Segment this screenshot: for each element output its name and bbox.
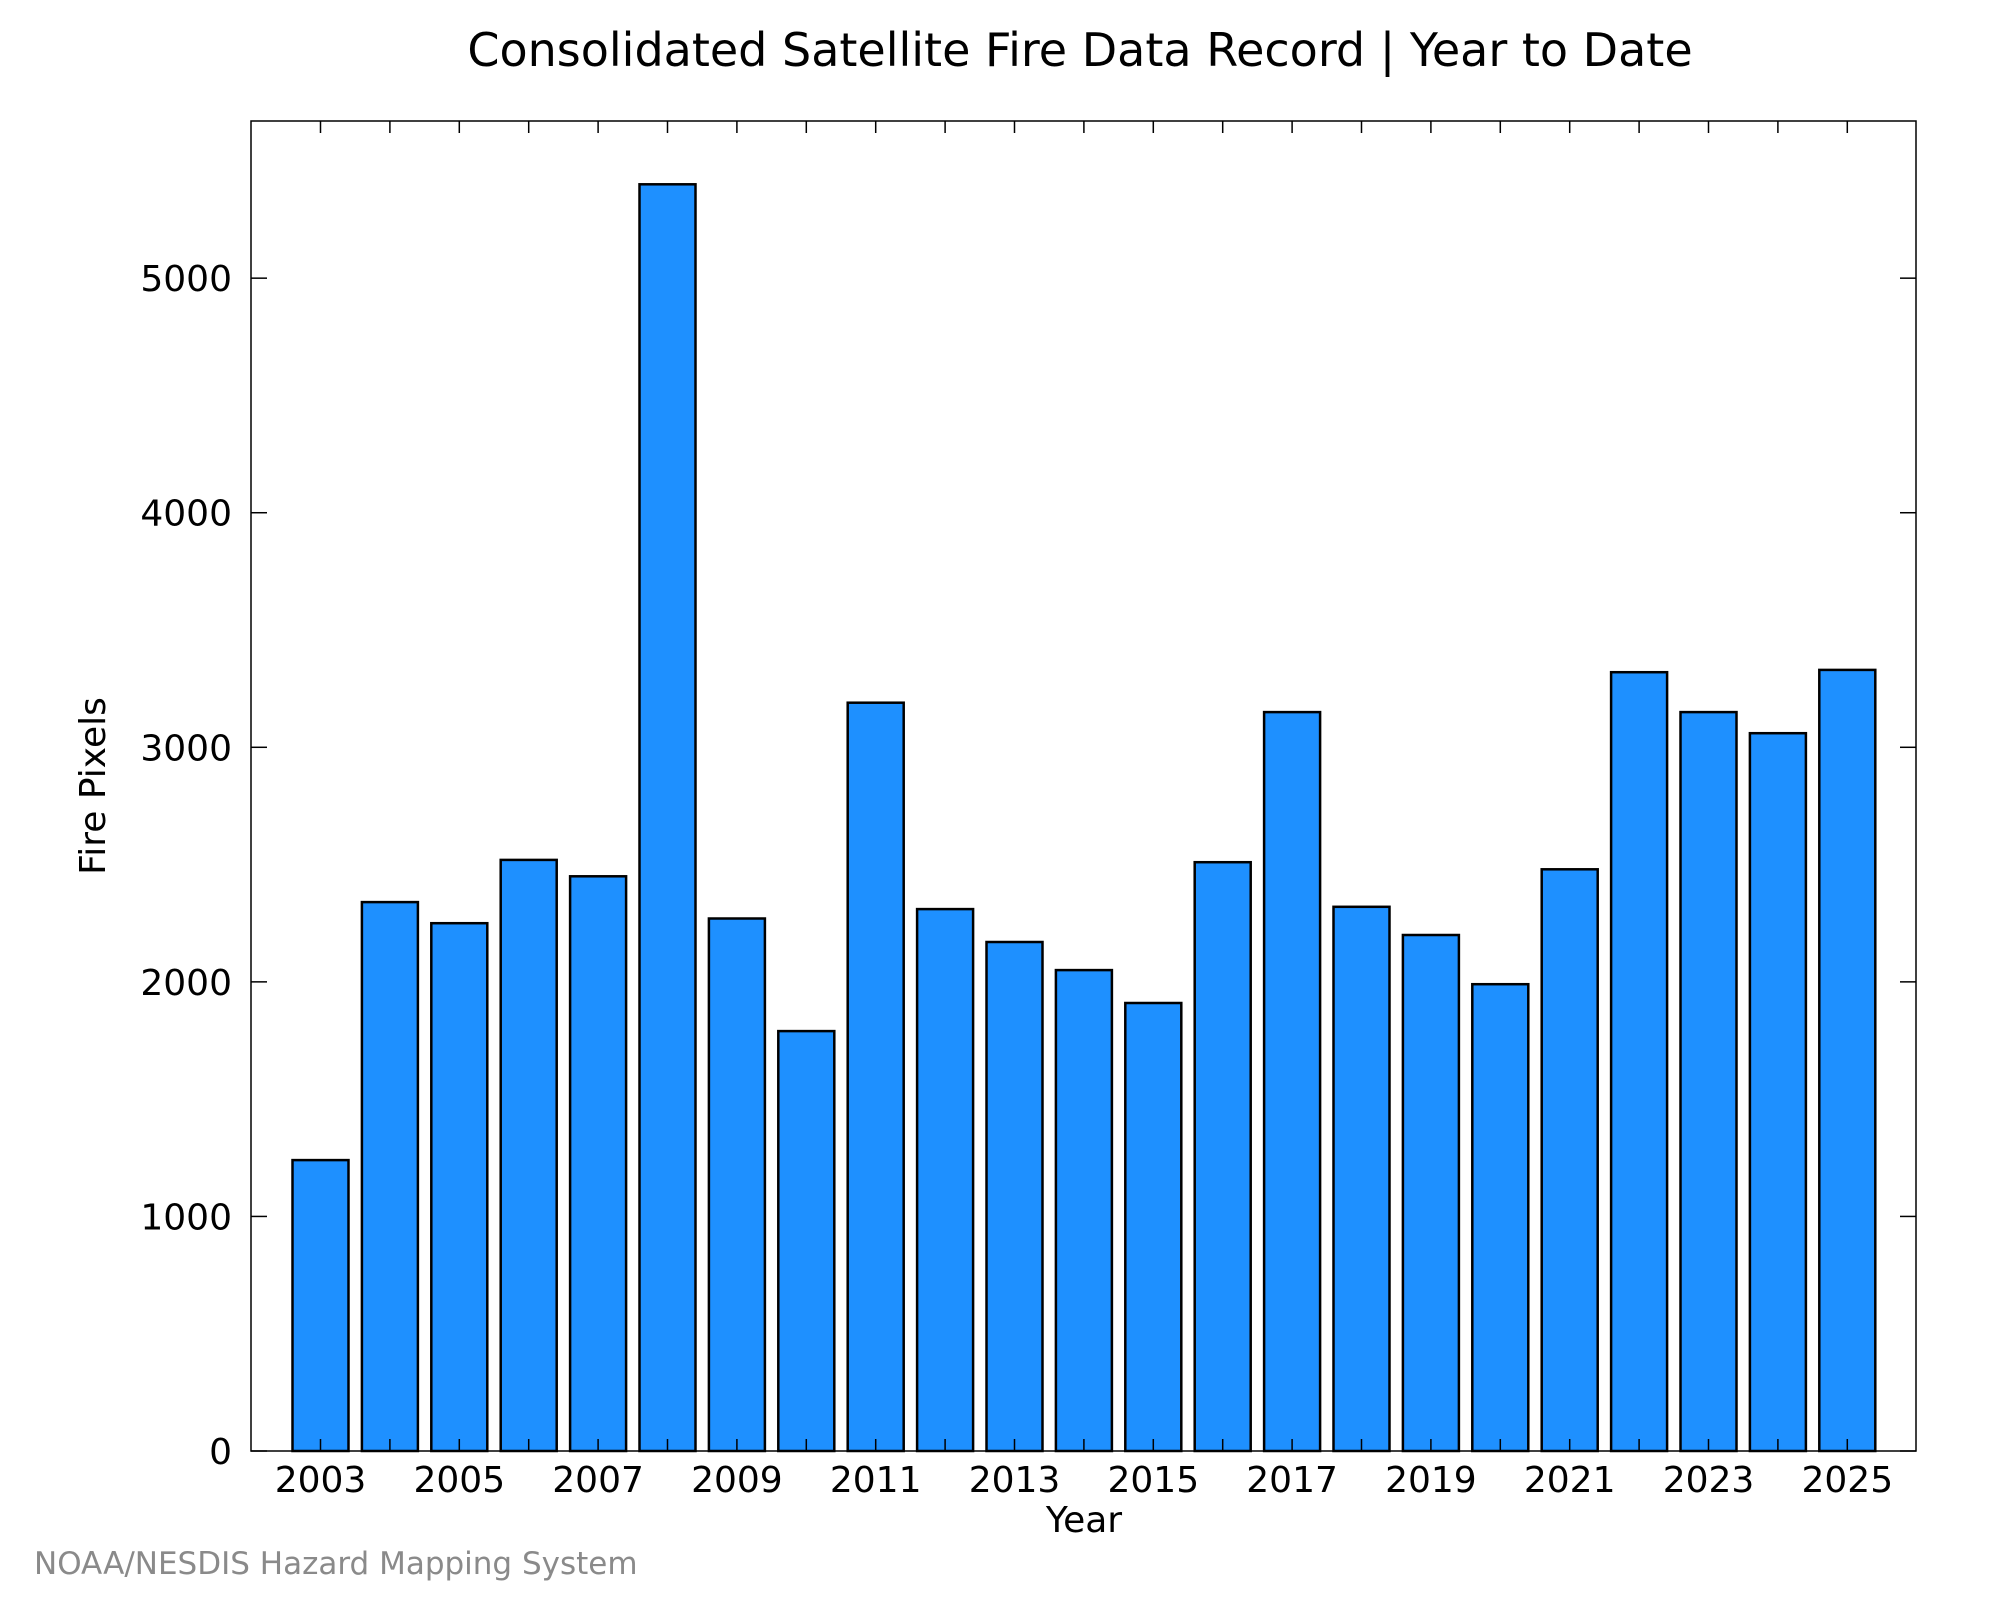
y-tick-label: 0 <box>209 1432 232 1473</box>
bar-2025 <box>1818 668 1877 1453</box>
x-tick-label: 2013 <box>969 1460 1061 1501</box>
x-tick-label: 2009 <box>691 1460 783 1501</box>
bar-2006 <box>499 858 558 1453</box>
bar-2014 <box>1054 968 1114 1453</box>
bar-2019 <box>1401 933 1461 1453</box>
bar-2021 <box>1540 868 1599 1453</box>
x-axis-label: Year <box>1045 1500 1122 1541</box>
bar-2005 <box>430 921 489 1453</box>
x-tick-label: 2023 <box>1663 1460 1755 1501</box>
bar-2022 <box>1609 670 1669 1453</box>
y-tick-label: 2000 <box>140 963 232 1004</box>
y-axis-label: Fire Pixels <box>73 697 114 875</box>
chart-title: Consolidated Satellite Fire Data Record … <box>467 23 1692 78</box>
bar-2024 <box>1748 731 1808 1453</box>
x-tick-label: 2015 <box>1107 1460 1199 1501</box>
x-tick-label: 2017 <box>1246 1460 1338 1501</box>
bar-2016 <box>1193 860 1252 1453</box>
x-tick-label: 2007 <box>552 1460 644 1501</box>
bar-2013 <box>985 940 1044 1453</box>
bar-2012 <box>915 907 975 1453</box>
bars-layer <box>291 183 1877 1453</box>
bar-2011 <box>846 701 905 1453</box>
bar-2004 <box>360 900 420 1453</box>
plot-frame <box>250 120 1917 1452</box>
bar-2017 <box>1262 710 1322 1453</box>
y-tick-label: 5000 <box>140 259 232 300</box>
bar-2007 <box>568 875 628 1453</box>
bar-2018 <box>1332 905 1391 1453</box>
y-tick-label: 4000 <box>140 494 232 535</box>
x-tick-label: 2005 <box>413 1460 505 1501</box>
y-tick-label: 3000 <box>140 728 232 769</box>
x-tick-label: 2021 <box>1524 1460 1616 1501</box>
x-tick-label: 2025 <box>1801 1460 1893 1501</box>
bar-2010 <box>777 1029 836 1453</box>
credit-text: NOAA/NESDIS Hazard Mapping System <box>34 1546 638 1582</box>
x-tick-label: 2003 <box>275 1460 367 1501</box>
bar-2008 <box>638 183 697 1453</box>
ticks-layer: 0 1000 2000 3000 4000 5000 2003 2005 2007 2009 201… <box>140 121 1916 1501</box>
bar-2023 <box>1679 710 1738 1453</box>
y-tick-label: 1000 <box>140 1197 232 1238</box>
bar-2020 <box>1471 982 1530 1453</box>
x-tick-label: 2019 <box>1385 1460 1477 1501</box>
bar-2009 <box>707 917 767 1453</box>
bar-2015 <box>1124 1001 1183 1453</box>
x-tick-label: 2011 <box>830 1460 922 1501</box>
bar-2003 <box>291 1158 350 1453</box>
